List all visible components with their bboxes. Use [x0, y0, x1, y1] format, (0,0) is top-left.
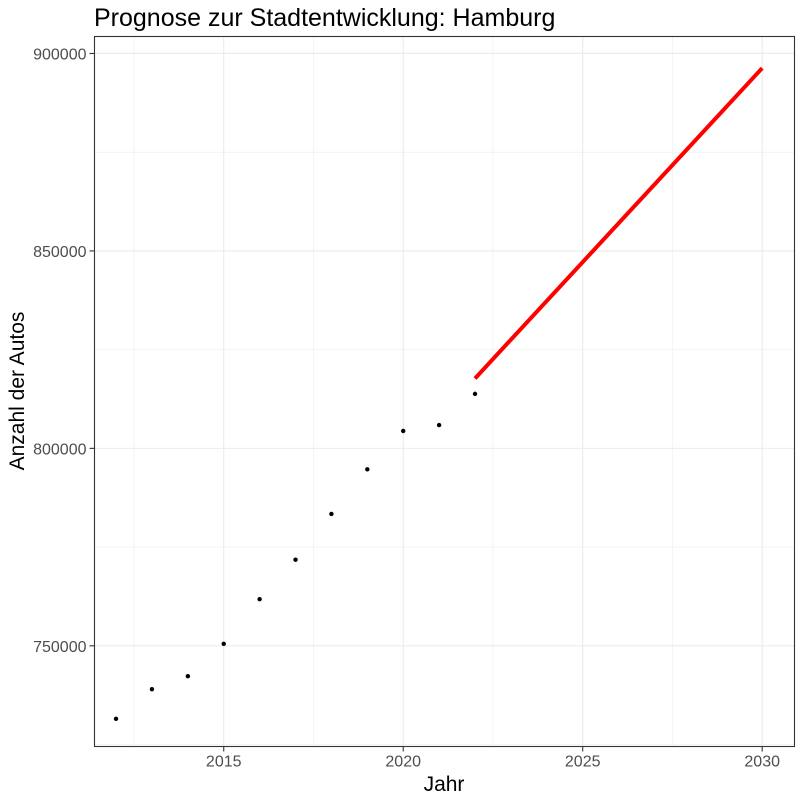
- x-tick-label: 2020: [385, 754, 421, 771]
- data-point: [472, 391, 478, 397]
- x-tick-label: 2015: [206, 754, 242, 771]
- data-point: [329, 511, 334, 517]
- x-tick-label: 2025: [565, 754, 601, 771]
- data-point: [113, 716, 119, 722]
- y-tick-label: 900000: [33, 46, 86, 63]
- data-point: [365, 467, 370, 472]
- data-point: [149, 687, 155, 692]
- data-point: [436, 422, 442, 428]
- y-tick-label: 850000: [33, 244, 86, 261]
- data-point: [221, 641, 226, 647]
- plot-series: [113, 66, 764, 722]
- data-point: [293, 557, 298, 562]
- axes: 2015 2020 2025 2030 750000 800000 850000 900000: [33, 46, 780, 770]
- grid: [94, 36, 795, 747]
- y-axis-title: Anzahl der Autos: [6, 312, 29, 471]
- data-point: [257, 597, 262, 602]
- x-tick-label: 2030: [744, 754, 780, 771]
- y-tick-label: 750000: [33, 639, 86, 656]
- x-axis-title: Jahr: [424, 773, 465, 796]
- y-tick-label: 800000: [33, 441, 86, 458]
- data-point: [401, 428, 406, 434]
- data-point: [185, 674, 191, 679]
- plot-panel-border: [93, 35, 796, 748]
- chart-title: Prognose zur Stadtentwicklung: Hamburg: [94, 4, 555, 32]
- forecast-line: [473, 66, 764, 380]
